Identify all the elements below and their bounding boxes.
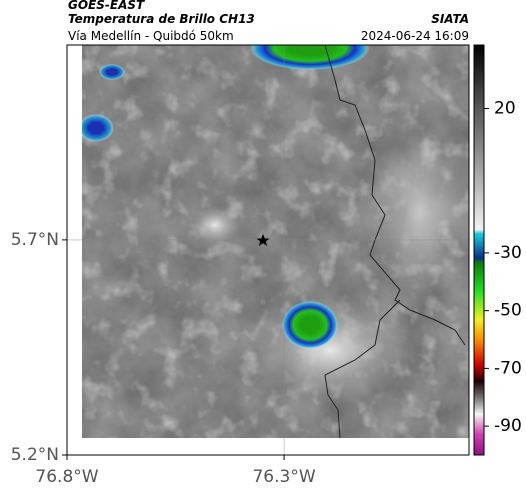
x-tick-label: 76.8°W <box>35 467 98 487</box>
satellite: GOES-EAST <box>68 0 145 12</box>
product-title: Temperatura de Brillo CH13 <box>68 12 255 26</box>
source: SIATA <box>431 12 469 26</box>
y-tick-label: 5.2°N <box>11 445 59 465</box>
x-tick-label: 76.3°W <box>252 467 315 487</box>
colorbar-label: -30 <box>494 243 522 263</box>
colorbar-label: -70 <box>494 358 522 378</box>
satellite-image <box>82 45 469 438</box>
colorbar-label: -90 <box>494 416 522 436</box>
y-tick-label: 5.7°N <box>11 230 59 250</box>
city-marker <box>256 234 270 246</box>
colorbar <box>473 44 485 456</box>
timestamp: 2024-06-24 16:09 <box>361 29 469 43</box>
colorbar-label: -50 <box>494 301 522 321</box>
route: Vía Medellín - Quibdó 50km <box>68 29 234 43</box>
map-frame <box>66 44 470 456</box>
colorbar-label: 20 <box>494 99 516 119</box>
